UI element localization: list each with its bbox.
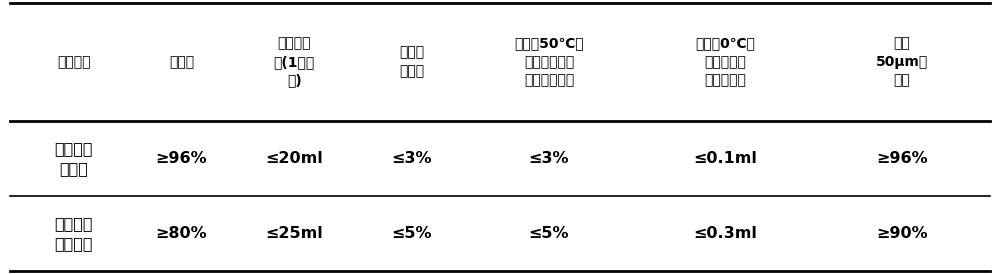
Text: 低温（0℃）
稳定性（离
析物体积）: 低温（0℃） 稳定性（离 析物体积） [695, 36, 755, 87]
Text: 热贮（50℃）
稳定性（有效
成分分解率）: 热贮（50℃） 稳定性（有效 成分分解率） [514, 36, 584, 87]
Text: ≤5%: ≤5% [529, 226, 569, 241]
Text: 持久起泡
性(1分钟
后): 持久起泡 性(1分钟 后) [274, 36, 315, 87]
Text: 悬浮率: 悬浮率 [169, 55, 194, 69]
Text: ≤25ml: ≤25ml [265, 226, 323, 241]
Text: ≥80%: ≥80% [156, 226, 207, 241]
Text: ≤3%: ≤3% [392, 151, 432, 166]
Text: ≥90%: ≥90% [876, 226, 928, 241]
Text: ≤5%: ≤5% [392, 226, 432, 241]
Text: ≤20ml: ≤20ml [265, 151, 323, 166]
Text: 倾倒后
残余物: 倾倒后 残余物 [399, 45, 424, 78]
Text: 本发明所
有实例: 本发明所 有实例 [54, 141, 93, 176]
Text: ≥96%: ≥96% [156, 151, 207, 166]
Text: ≤0.3ml: ≤0.3ml [693, 226, 757, 241]
Text: 农药产品
规格要求: 农药产品 规格要求 [54, 216, 93, 251]
Text: ≤3%: ≤3% [529, 151, 569, 166]
Text: 技术指标: 技术指标 [57, 55, 90, 69]
Text: ≥96%: ≥96% [876, 151, 928, 166]
Text: ≤0.1ml: ≤0.1ml [693, 151, 757, 166]
Text: 通过
50μm试
验筛: 通过 50μm试 验筛 [876, 36, 928, 87]
